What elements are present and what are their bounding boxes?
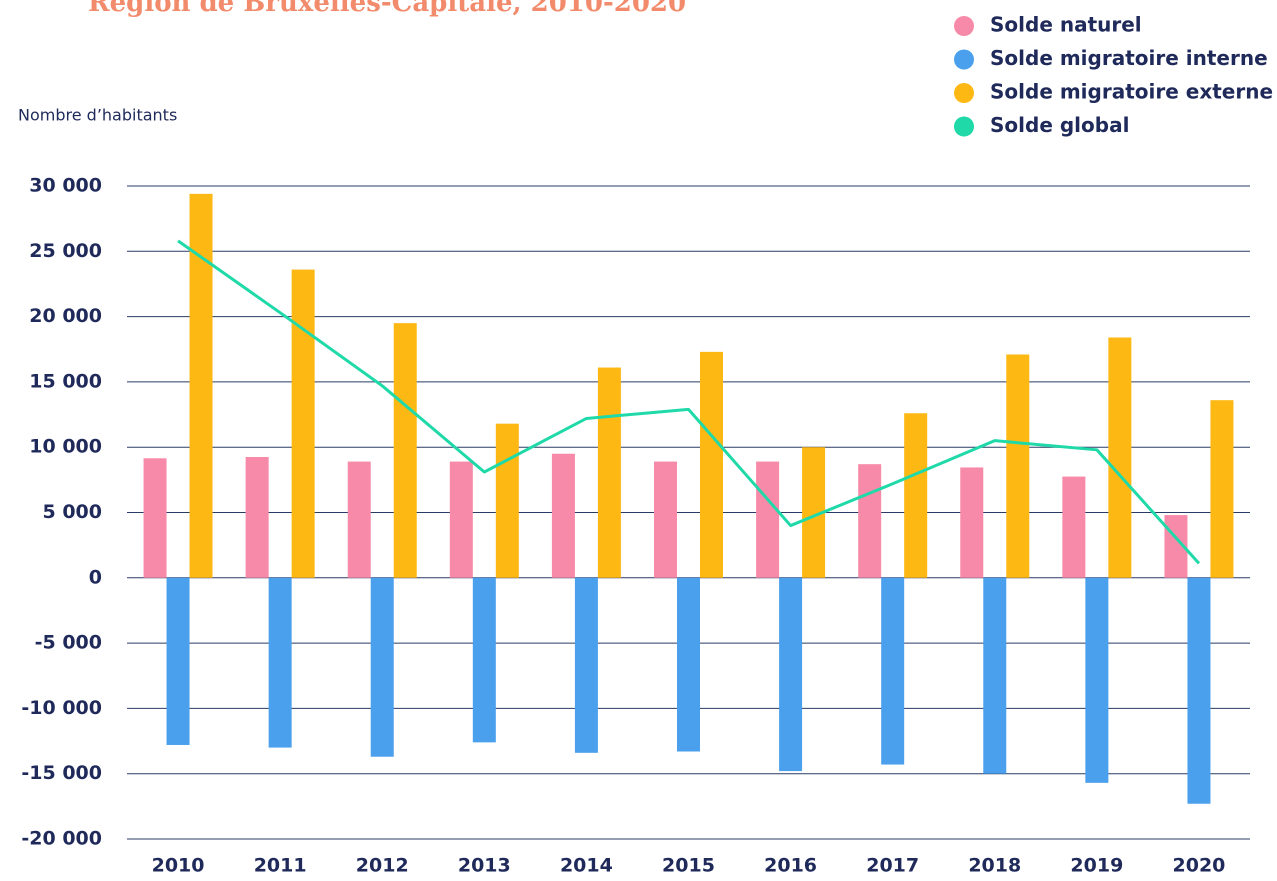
bar <box>166 577 190 745</box>
x-tick-label: 2013 <box>458 855 511 877</box>
line <box>177 239 1201 565</box>
bar <box>551 453 575 578</box>
x-tick-label: 2020 <box>1173 855 1226 877</box>
x-tick-label: 2015 <box>662 855 715 877</box>
x-tick-label: 2019 <box>1070 855 1123 877</box>
bar <box>802 447 826 578</box>
x-tick-label: 2017 <box>866 855 919 877</box>
bar <box>677 577 700 752</box>
bar <box>858 464 882 578</box>
x-tick-label: 2016 <box>764 855 817 877</box>
bar <box>393 323 417 578</box>
bar <box>983 577 1007 774</box>
y-axis-label: Nombre d’habitants <box>18 106 177 125</box>
bar <box>960 467 984 578</box>
y-tick-label: 15 000 <box>29 370 102 392</box>
bar <box>472 577 496 743</box>
x-tick-label: 2012 <box>356 855 409 877</box>
legend-swatch <box>954 16 974 36</box>
x-tick-label: 2010 <box>152 855 205 877</box>
legend-swatch <box>954 83 974 103</box>
x-tick-label: 2011 <box>254 855 307 877</box>
bar <box>370 577 394 757</box>
x-tick-label: 2014 <box>560 855 613 877</box>
bar <box>245 456 269 578</box>
y-tick-label: 10 000 <box>29 436 102 458</box>
x-tick-label: 2018 <box>968 855 1021 877</box>
bar <box>1006 354 1030 578</box>
bar <box>449 461 473 578</box>
legend-label: Solde global <box>990 113 1129 137</box>
bar <box>347 461 371 578</box>
legend-label: Solde migratoire externe <box>990 80 1273 104</box>
legend-swatch <box>954 116 974 137</box>
y-tick-label: 5 000 <box>43 501 103 523</box>
bar <box>495 423 519 578</box>
bar <box>756 461 780 578</box>
y-tick-label: -10 000 <box>21 697 102 719</box>
bar <box>654 461 677 578</box>
legend-label: Solde naturel <box>990 13 1142 37</box>
legend-label: Solde migratoire interne <box>990 46 1268 70</box>
y-tick-label: 30 000 <box>29 175 102 197</box>
chart-title: Région de Bruxelles-Capitale, 2010-2020 <box>88 0 686 18</box>
bar <box>143 458 167 578</box>
bar <box>881 577 905 765</box>
y-tick-label: -15 000 <box>21 762 102 784</box>
bar <box>574 577 598 753</box>
bar <box>291 269 315 578</box>
bar <box>1187 577 1211 804</box>
bar <box>700 351 723 578</box>
y-tick-label: 0 <box>89 566 102 588</box>
bar <box>1108 337 1132 578</box>
legend-swatch <box>954 49 974 70</box>
y-tick-label: 25 000 <box>29 240 102 262</box>
bar <box>1062 476 1086 578</box>
bar <box>1085 577 1109 783</box>
bar <box>189 193 213 578</box>
y-tick-label: -5 000 <box>35 632 102 654</box>
y-tick-label: 20 000 <box>29 305 102 327</box>
bar <box>597 367 621 578</box>
bar <box>779 577 803 772</box>
bar <box>1210 400 1234 578</box>
y-tick-label: -20 000 <box>21 828 102 850</box>
bar <box>268 577 292 748</box>
bar <box>904 413 928 578</box>
